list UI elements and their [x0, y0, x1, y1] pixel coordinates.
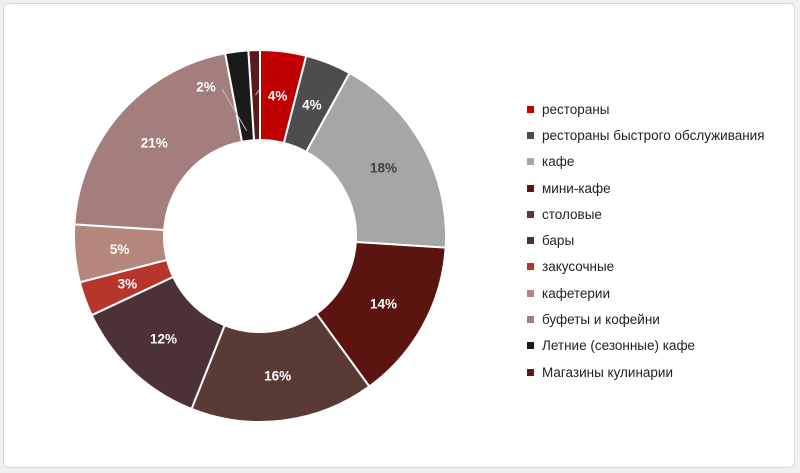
legend-label: Летние (сезонные) кафе: [542, 338, 696, 354]
slice-label-2: 4%: [302, 97, 322, 112]
legend-label: мини-кафе: [542, 180, 611, 196]
slice-label-5: 16%: [264, 368, 291, 383]
legend-label: буфеты и кофейни: [542, 312, 660, 328]
slice-label-1: 4%: [268, 89, 288, 104]
slice-10: [223, 49, 256, 143]
legend-item: рестораны быстрого обслуживания: [527, 122, 765, 148]
legend-label: Магазины кулинарии: [542, 364, 674, 380]
slice-3: [304, 71, 447, 249]
slice-9: [73, 52, 244, 232]
legend-swatch: [527, 368, 534, 376]
legend-item: кафе: [527, 149, 765, 175]
legend-label: столовые: [542, 206, 602, 222]
legend-item: закусочные: [527, 254, 765, 280]
chart-frame: 1%4%4%18%14%16%12%3%5%21%2% ресторанырес…: [3, 3, 795, 468]
legend-item: буфеты и кофейни: [527, 306, 765, 332]
slice-label-3: 18%: [370, 161, 397, 176]
legend-label: бары: [542, 233, 575, 249]
legend-item: рестораны: [527, 96, 765, 122]
donut-chart: 1%4%4%18%14%16%12%3%5%21%2%: [73, 48, 447, 423]
legend-swatch: [527, 342, 534, 350]
legend-label: кафетерии: [542, 285, 611, 301]
slice-label-7: 3%: [118, 276, 138, 291]
legend-item: Магазины кулинарии: [527, 359, 765, 385]
legend-item: бары: [527, 227, 765, 253]
slice-label-4: 14%: [370, 296, 397, 311]
legend-swatch: [527, 105, 534, 113]
legend-item: Летние (сезонные) кафе: [527, 333, 765, 359]
legend-swatch: [527, 158, 534, 166]
slice-label-8: 5%: [110, 242, 130, 257]
legend-item: столовые: [527, 201, 765, 227]
legend-label: рестораны быстрого обслуживания: [542, 127, 765, 143]
legend-label: кафе: [542, 154, 575, 170]
legend-swatch: [527, 131, 534, 139]
legend-label: рестораны: [542, 101, 610, 117]
legend-swatch: [527, 237, 534, 245]
legend-swatch: [527, 316, 534, 324]
slice-label-9: 21%: [141, 135, 168, 150]
chart-legend: рестораны рестораны быстрого обслуживания…: [527, 96, 765, 385]
slice-5: [190, 312, 371, 423]
slice-label-6: 12%: [150, 331, 177, 346]
legend-label: закусочные: [542, 259, 615, 275]
leader-line-2: [221, 88, 248, 132]
slice-label-10: 2%: [196, 80, 216, 95]
legend-item: кафетерии: [527, 280, 765, 306]
legend-swatch: [527, 184, 534, 192]
legend-swatch: [527, 289, 534, 297]
legend-swatch: [527, 210, 534, 218]
legend-item: мини-кафе: [527, 175, 765, 201]
legend-swatch: [527, 263, 534, 271]
